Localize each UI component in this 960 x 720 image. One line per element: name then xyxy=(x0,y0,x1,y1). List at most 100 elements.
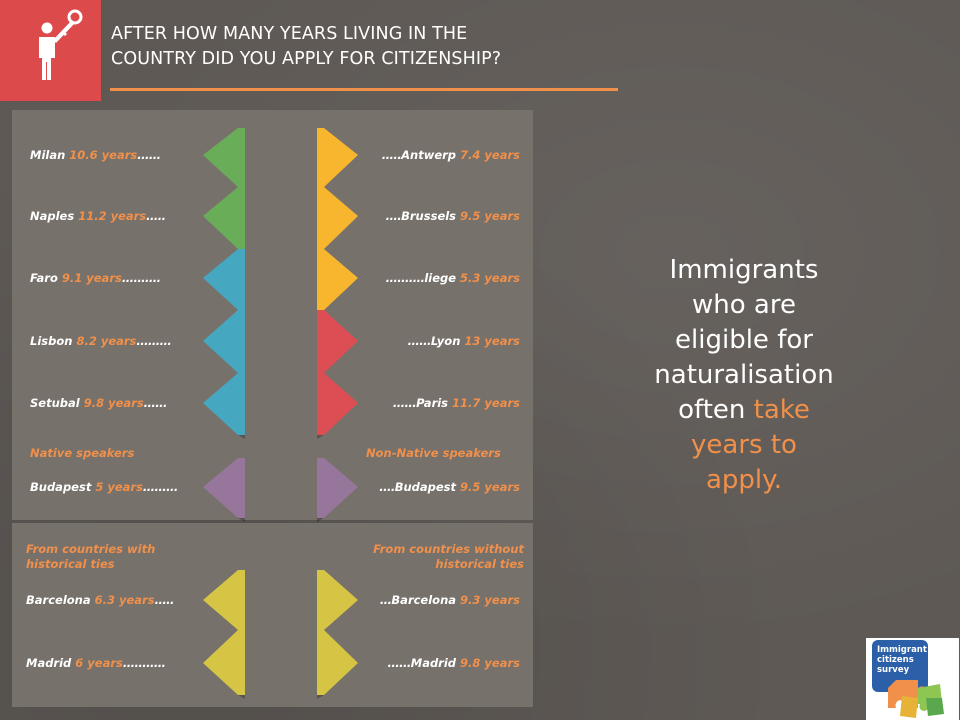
city-name: Madrid xyxy=(26,656,72,670)
title-line-2: COUNTRY DID YOU APPLY FOR CITIZENSHIP? xyxy=(111,49,502,69)
claim-line-4: naturalisation xyxy=(654,360,834,390)
no-historical-ties-line-2: historical ties xyxy=(435,557,524,571)
ribbon-antwerp-right-5 xyxy=(317,128,358,187)
logo-text: Immigrant citizens survey xyxy=(872,640,928,692)
page-title: AFTER HOW MANY YEARS LIVING IN THE COUNT… xyxy=(111,22,631,72)
years-value: 10.6 years xyxy=(69,148,138,162)
logo-line-3: survey xyxy=(877,665,910,675)
claim-line-7: apply. xyxy=(705,465,783,495)
leader-dots: .......... xyxy=(121,271,161,285)
data-label-milan-left-0: Milan 10.6 years...... xyxy=(30,148,161,162)
logo-line-2: citizens xyxy=(877,655,914,665)
years-value: 5 years xyxy=(95,480,143,494)
city-name: Budapest xyxy=(30,480,92,494)
data-label-madrid-right-15: ......Madrid 9.8 years xyxy=(388,656,520,670)
data-label-paris-right-9: ......Paris 11.7 years xyxy=(393,396,520,410)
claim-line-5-highlight: take xyxy=(753,395,810,425)
historical-ties-line-2: historical ties xyxy=(26,557,115,571)
leader-dots: .......... xyxy=(385,271,425,285)
ribbon-lyon-right-8 xyxy=(317,310,358,373)
ribbon-faro-left-2 xyxy=(203,249,245,310)
leader-dots: ......... xyxy=(142,480,178,494)
data-label-lyon-right-8: ......Lyon 13 years xyxy=(408,334,520,348)
data-label-liege-right-7: ..........liege 5.3 years xyxy=(386,271,520,285)
city-name: Lisbon xyxy=(30,334,73,348)
ribbon-lisbon-left-3 xyxy=(203,310,245,373)
city-name: Setubal xyxy=(30,396,80,410)
claim-line-1: Immigrants xyxy=(669,255,819,285)
ribbon-shadow-madrid-left-13 xyxy=(238,695,245,699)
ribbon-shadow-madrid-right-15 xyxy=(317,695,324,699)
ribbon-brussels-right-6 xyxy=(317,187,358,249)
ribbon-budapest-left-10 xyxy=(203,458,245,518)
city-name: Madrid xyxy=(410,656,457,670)
ribbon-naples-left-1 xyxy=(203,187,245,249)
ribbon-barcelona-left-12 xyxy=(203,570,245,630)
ribbon-barcelona-right-14 xyxy=(317,570,358,630)
years-value: 9.3 years xyxy=(460,593,520,607)
ribbon-shadow-setubal-left-4 xyxy=(238,435,245,439)
years-value: 7.4 years xyxy=(460,148,520,162)
leader-dots: ...... xyxy=(387,656,412,670)
ribbon-setubal-left-4 xyxy=(203,373,245,435)
city-name: Paris xyxy=(416,396,449,410)
puzzle-logo-icon xyxy=(888,680,944,718)
years-value: 11.2 years xyxy=(78,209,147,223)
leader-dots: ......... xyxy=(136,334,172,348)
leader-dots: ...... xyxy=(392,396,417,410)
years-value: 9.5 years xyxy=(460,480,520,494)
data-label-budapest-right-11: ....Budapest 9.5 years xyxy=(379,480,520,494)
native-speakers-label: Native speakers xyxy=(30,446,135,460)
claim-line-6: years to xyxy=(691,430,797,460)
years-value: 6 years xyxy=(75,656,123,670)
years-value: 11.7 years xyxy=(452,396,520,410)
years-value: 9.8 years xyxy=(83,396,144,410)
leader-dots: .... xyxy=(379,480,395,494)
city-name: Antwerp xyxy=(401,148,457,162)
leader-dots: ...... xyxy=(143,396,168,410)
years-value: 9.8 years xyxy=(460,656,520,670)
claim-line-2: who are xyxy=(692,290,796,320)
data-label-setubal-left-4: Setubal 9.8 years...... xyxy=(30,396,167,410)
city-name: Naples xyxy=(30,209,75,223)
leader-dots: ........... xyxy=(122,656,166,670)
key-badge xyxy=(0,0,101,101)
title-line-1: AFTER HOW MANY YEARS LIVING IN THE xyxy=(111,24,468,44)
title-underline xyxy=(110,88,618,91)
data-label-barcelona-right-14: ...Barcelona 9.3 years xyxy=(380,593,520,607)
claim-line-5: often take xyxy=(625,393,863,428)
historical-ties-line-1: From countries with xyxy=(26,542,156,556)
data-label-budapest-left-10: Budapest 5 years......... xyxy=(30,480,178,494)
years-value: 9.5 years xyxy=(460,209,520,223)
ribbon-budapest-right-11 xyxy=(317,458,358,518)
ribbon-liege-right-7 xyxy=(317,249,358,310)
city-name: Milan xyxy=(30,148,66,162)
data-label-antwerp-right-5: .....Antwerp 7.4 years xyxy=(382,148,520,162)
city-name: Budapest xyxy=(394,480,457,494)
ribbon-shadow-budapest-left-10 xyxy=(238,518,245,522)
years-value: 6.3 years xyxy=(94,593,155,607)
years-value: 13 years xyxy=(464,334,520,348)
logo-line-1: Immigrant xyxy=(877,645,927,655)
chart-panel-historical-ties xyxy=(12,523,533,707)
ribbon-milan-left-0 xyxy=(203,128,245,187)
leader-dots: ..... xyxy=(154,593,175,607)
leader-dots: ...... xyxy=(137,148,161,162)
ribbon-shadow-budapest-right-11 xyxy=(317,518,324,522)
leader-dots: ...... xyxy=(407,334,432,348)
leader-dots: .... xyxy=(385,209,402,223)
key-person-icon xyxy=(39,9,83,80)
years-value: 8.2 years xyxy=(76,334,137,348)
no-historical-ties-line-1: From countries without xyxy=(373,542,524,556)
chart-panel-main xyxy=(12,110,533,520)
city-name: Faro xyxy=(30,271,58,285)
city-name: Barcelona xyxy=(391,593,457,607)
city-name: Barcelona xyxy=(26,593,91,607)
key-message: Immigrants who are eligible for naturali… xyxy=(625,253,863,498)
years-value: 5.3 years xyxy=(460,271,520,285)
ribbon-madrid-right-15 xyxy=(317,630,358,695)
years-value: 9.1 years xyxy=(61,271,122,285)
survey-logo: Immigrant citizens survey xyxy=(866,638,959,720)
data-label-faro-left-2: Faro 9.1 years.......... xyxy=(30,271,161,285)
